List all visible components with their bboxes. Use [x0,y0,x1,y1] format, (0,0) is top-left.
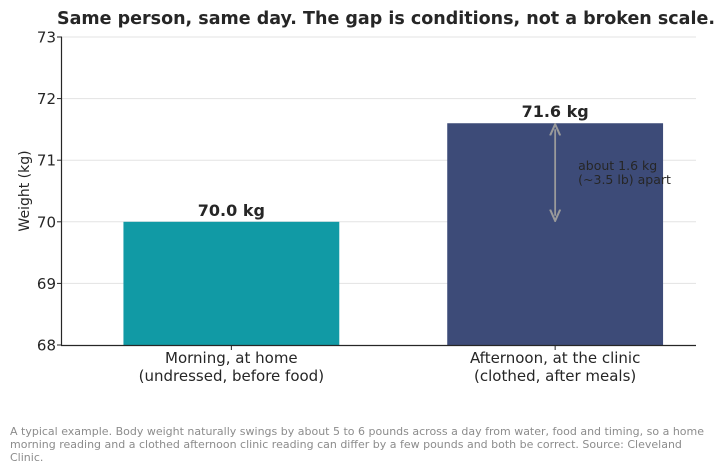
bar-value-label: 71.6 kg [522,102,589,121]
y-axis-title: Weight (kg) [17,150,33,231]
y-tick-label: 71 [37,152,56,170]
category-label: Afternoon, at the clinic [470,349,640,367]
difference-annotation: (~3.5 lb) apart [578,172,671,187]
category-label: (undressed, before food) [139,367,324,385]
annotation: about 1.6 kg(~3.5 lb) apart [555,129,671,216]
difference-annotation: about 1.6 kg [578,158,657,173]
category-labels: Morning, at home(undressed, before food)… [139,345,640,385]
y-tick-label: 69 [37,275,56,293]
source-caption: A typical example. Body weight naturally… [10,425,704,464]
axes [60,37,696,347]
y-tick-label: 68 [37,337,56,355]
y-tick-label: 73 [37,29,56,47]
category-label: Morning, at home [165,349,298,367]
y-tick-labels: 68 69 70 71 72 73 [37,29,62,355]
category-label: (clothed, after meals) [474,367,636,385]
bar-value-label: 70.0 kg [198,201,265,220]
data-labels: 70.0 kg 71.6 kg [198,102,589,220]
y-tick-label: 72 [37,90,56,108]
bars [123,123,664,346]
bar [123,221,340,345]
chart-title: Same person, same day. The gap is condit… [57,9,715,29]
y-tick-label: 70 [37,213,56,231]
